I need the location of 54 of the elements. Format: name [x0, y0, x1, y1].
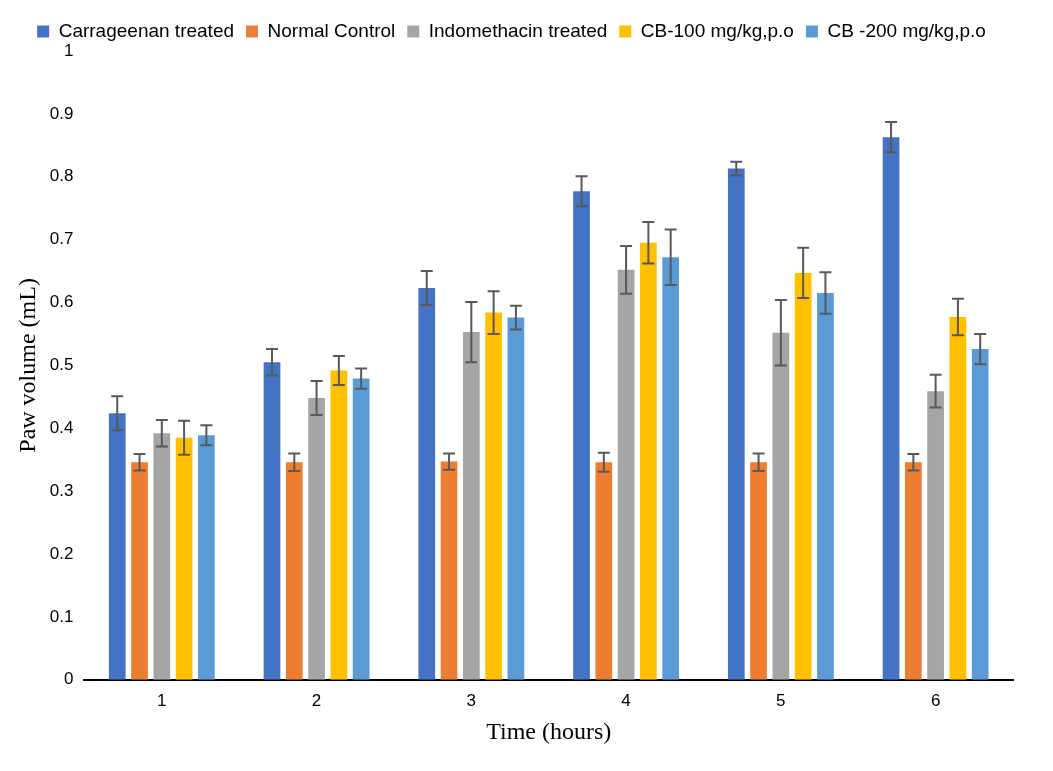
legend-label: Carrageenan treated	[58, 19, 235, 41]
legend-label: Indomethacin treated	[428, 19, 608, 41]
bar	[927, 391, 944, 680]
y-tick-label: 0.5	[49, 355, 74, 375]
bar	[108, 413, 126, 680]
y-axis-title: Paw volume (mL)	[13, 278, 40, 453]
bar	[750, 462, 767, 680]
x-axis-title: Time (hours)	[486, 717, 612, 744]
bar	[640, 242, 657, 680]
bar	[949, 316, 967, 680]
bar	[131, 462, 148, 680]
bar	[440, 461, 458, 680]
legend-label: CB -200 mg/kg,p.o	[827, 19, 986, 41]
y-tick-label: 1	[63, 40, 74, 60]
bar	[285, 462, 303, 680]
bar	[153, 433, 171, 680]
bar	[662, 257, 680, 680]
y-tick-label: 0.4	[49, 417, 74, 437]
bar	[772, 332, 790, 680]
y-tick-label: 0.2	[49, 543, 74, 563]
y-tick-label: 0.7	[49, 229, 74, 249]
bar	[617, 269, 635, 680]
bar	[263, 362, 281, 680]
bar	[727, 168, 745, 680]
y-tick-label: 0.9	[49, 103, 74, 123]
bar	[971, 349, 989, 680]
x-tick-label: 2	[311, 690, 322, 710]
bar	[308, 398, 325, 680]
bar	[904, 462, 922, 680]
legend-label: CB-100 mg/kg,p.o	[640, 19, 794, 41]
bar	[573, 191, 590, 680]
y-tick-label: 0.3	[49, 480, 74, 500]
y-tick-label: 0.6	[49, 292, 74, 312]
y-tick-label: 0	[63, 669, 74, 689]
bar	[507, 317, 525, 680]
x-tick-label: 1	[157, 690, 167, 710]
y-tick-label: 0.1	[49, 606, 74, 626]
x-tick-label: 6	[930, 690, 941, 710]
bar	[794, 272, 812, 680]
x-tick-label: 5	[776, 690, 786, 710]
bar	[175, 437, 193, 680]
x-tick-label: 3	[466, 690, 477, 710]
bar	[462, 332, 480, 680]
bar	[882, 137, 900, 680]
bar	[595, 462, 613, 680]
bar	[352, 378, 370, 680]
legend-label: Normal Control	[267, 19, 396, 41]
bar	[418, 288, 436, 680]
x-tick-label: 4	[621, 690, 631, 710]
bar	[330, 370, 348, 680]
bar	[198, 435, 215, 680]
y-tick-label: 0.8	[49, 166, 74, 186]
bar	[485, 312, 502, 680]
bar	[817, 293, 834, 680]
